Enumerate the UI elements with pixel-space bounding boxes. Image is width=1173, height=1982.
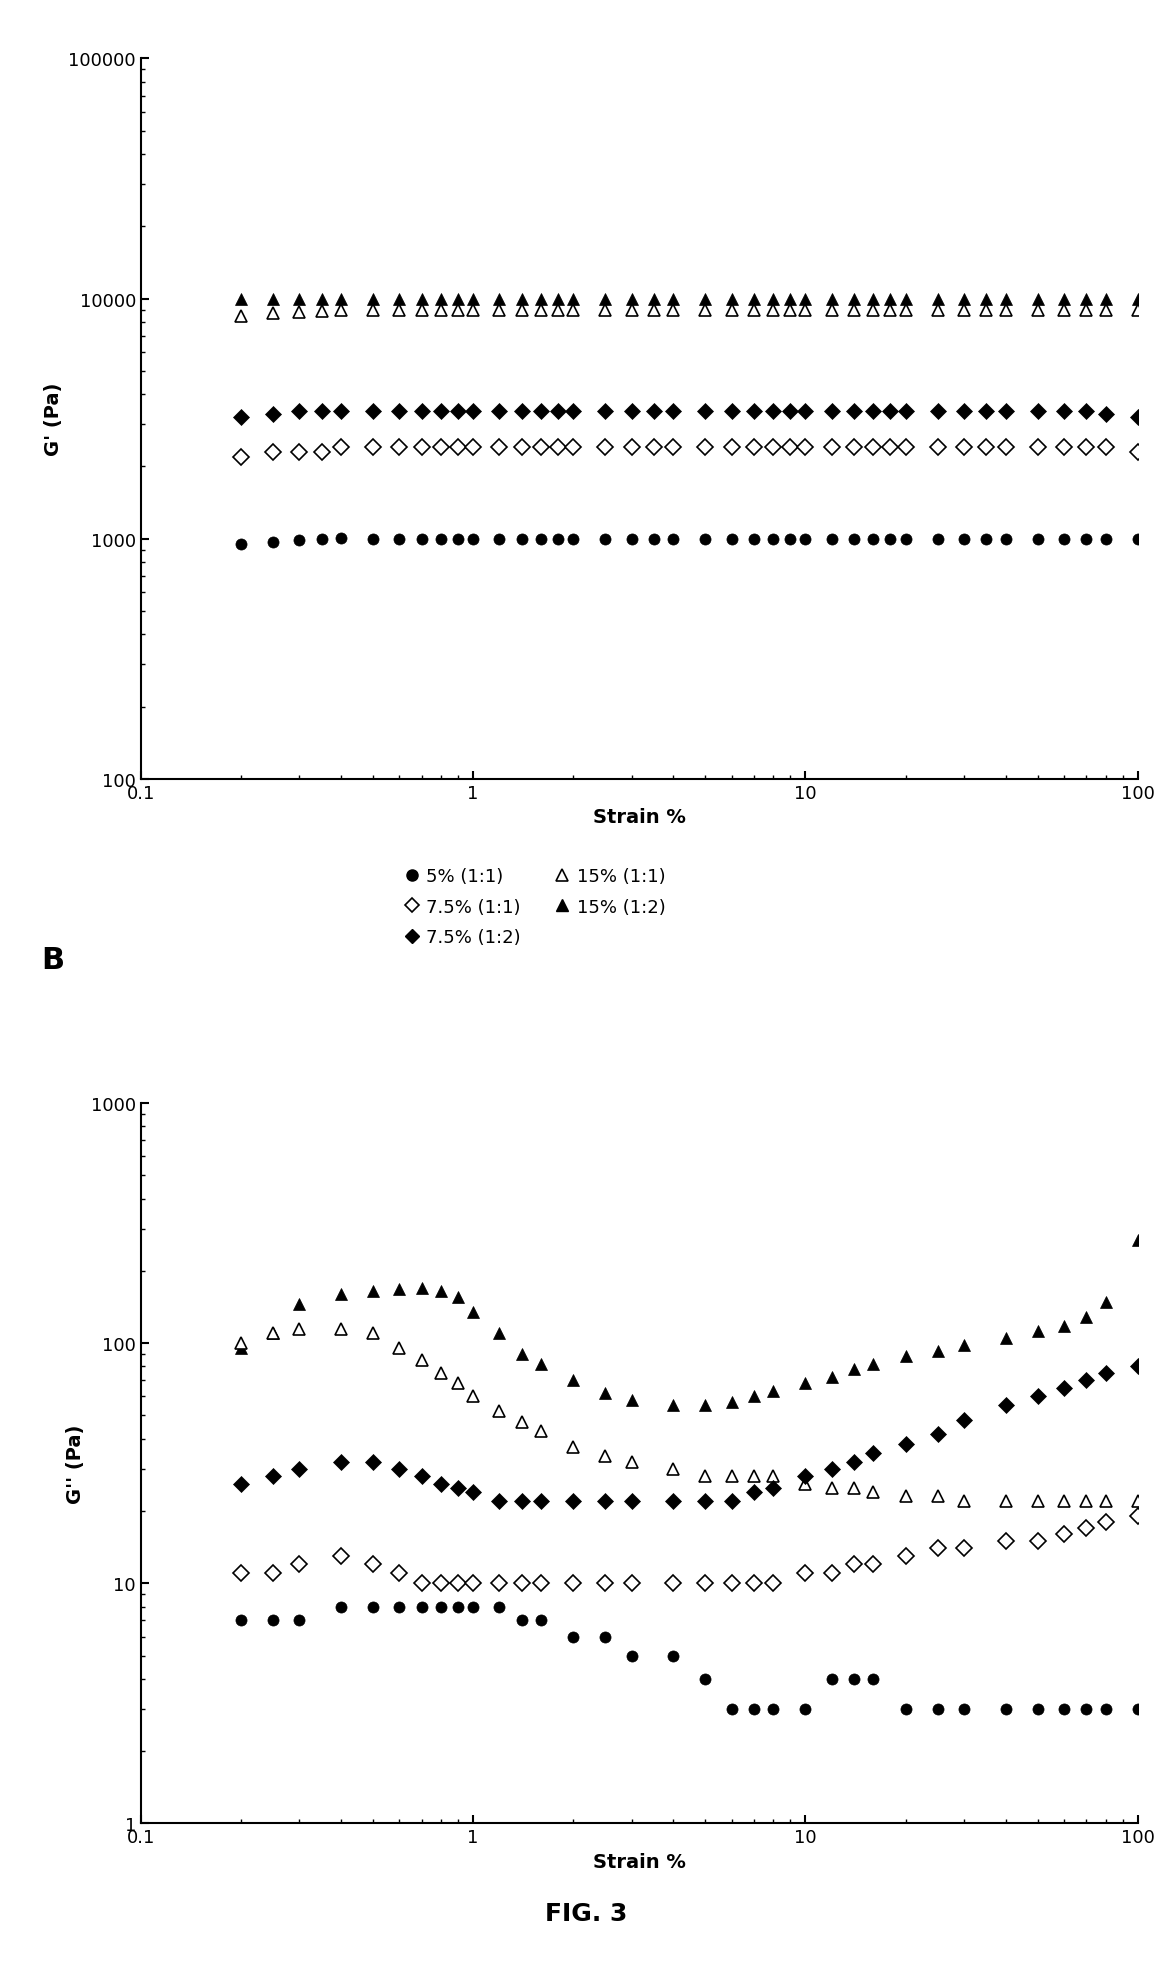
Text: B: B xyxy=(41,945,65,973)
Legend: 5% (1:1), 7.5% (1:1), 7.5% (1:2), 15% (1:1), 15% (1:2): 5% (1:1), 7.5% (1:1), 7.5% (1:2), 15% (1… xyxy=(399,860,672,953)
Y-axis label: G' (Pa): G' (Pa) xyxy=(43,383,62,456)
X-axis label: Strain %: Strain % xyxy=(592,1851,686,1871)
Y-axis label: G'' (Pa): G'' (Pa) xyxy=(66,1423,86,1502)
Text: FIG. 3: FIG. 3 xyxy=(545,1901,628,1925)
X-axis label: Strain %: Strain % xyxy=(592,809,686,826)
